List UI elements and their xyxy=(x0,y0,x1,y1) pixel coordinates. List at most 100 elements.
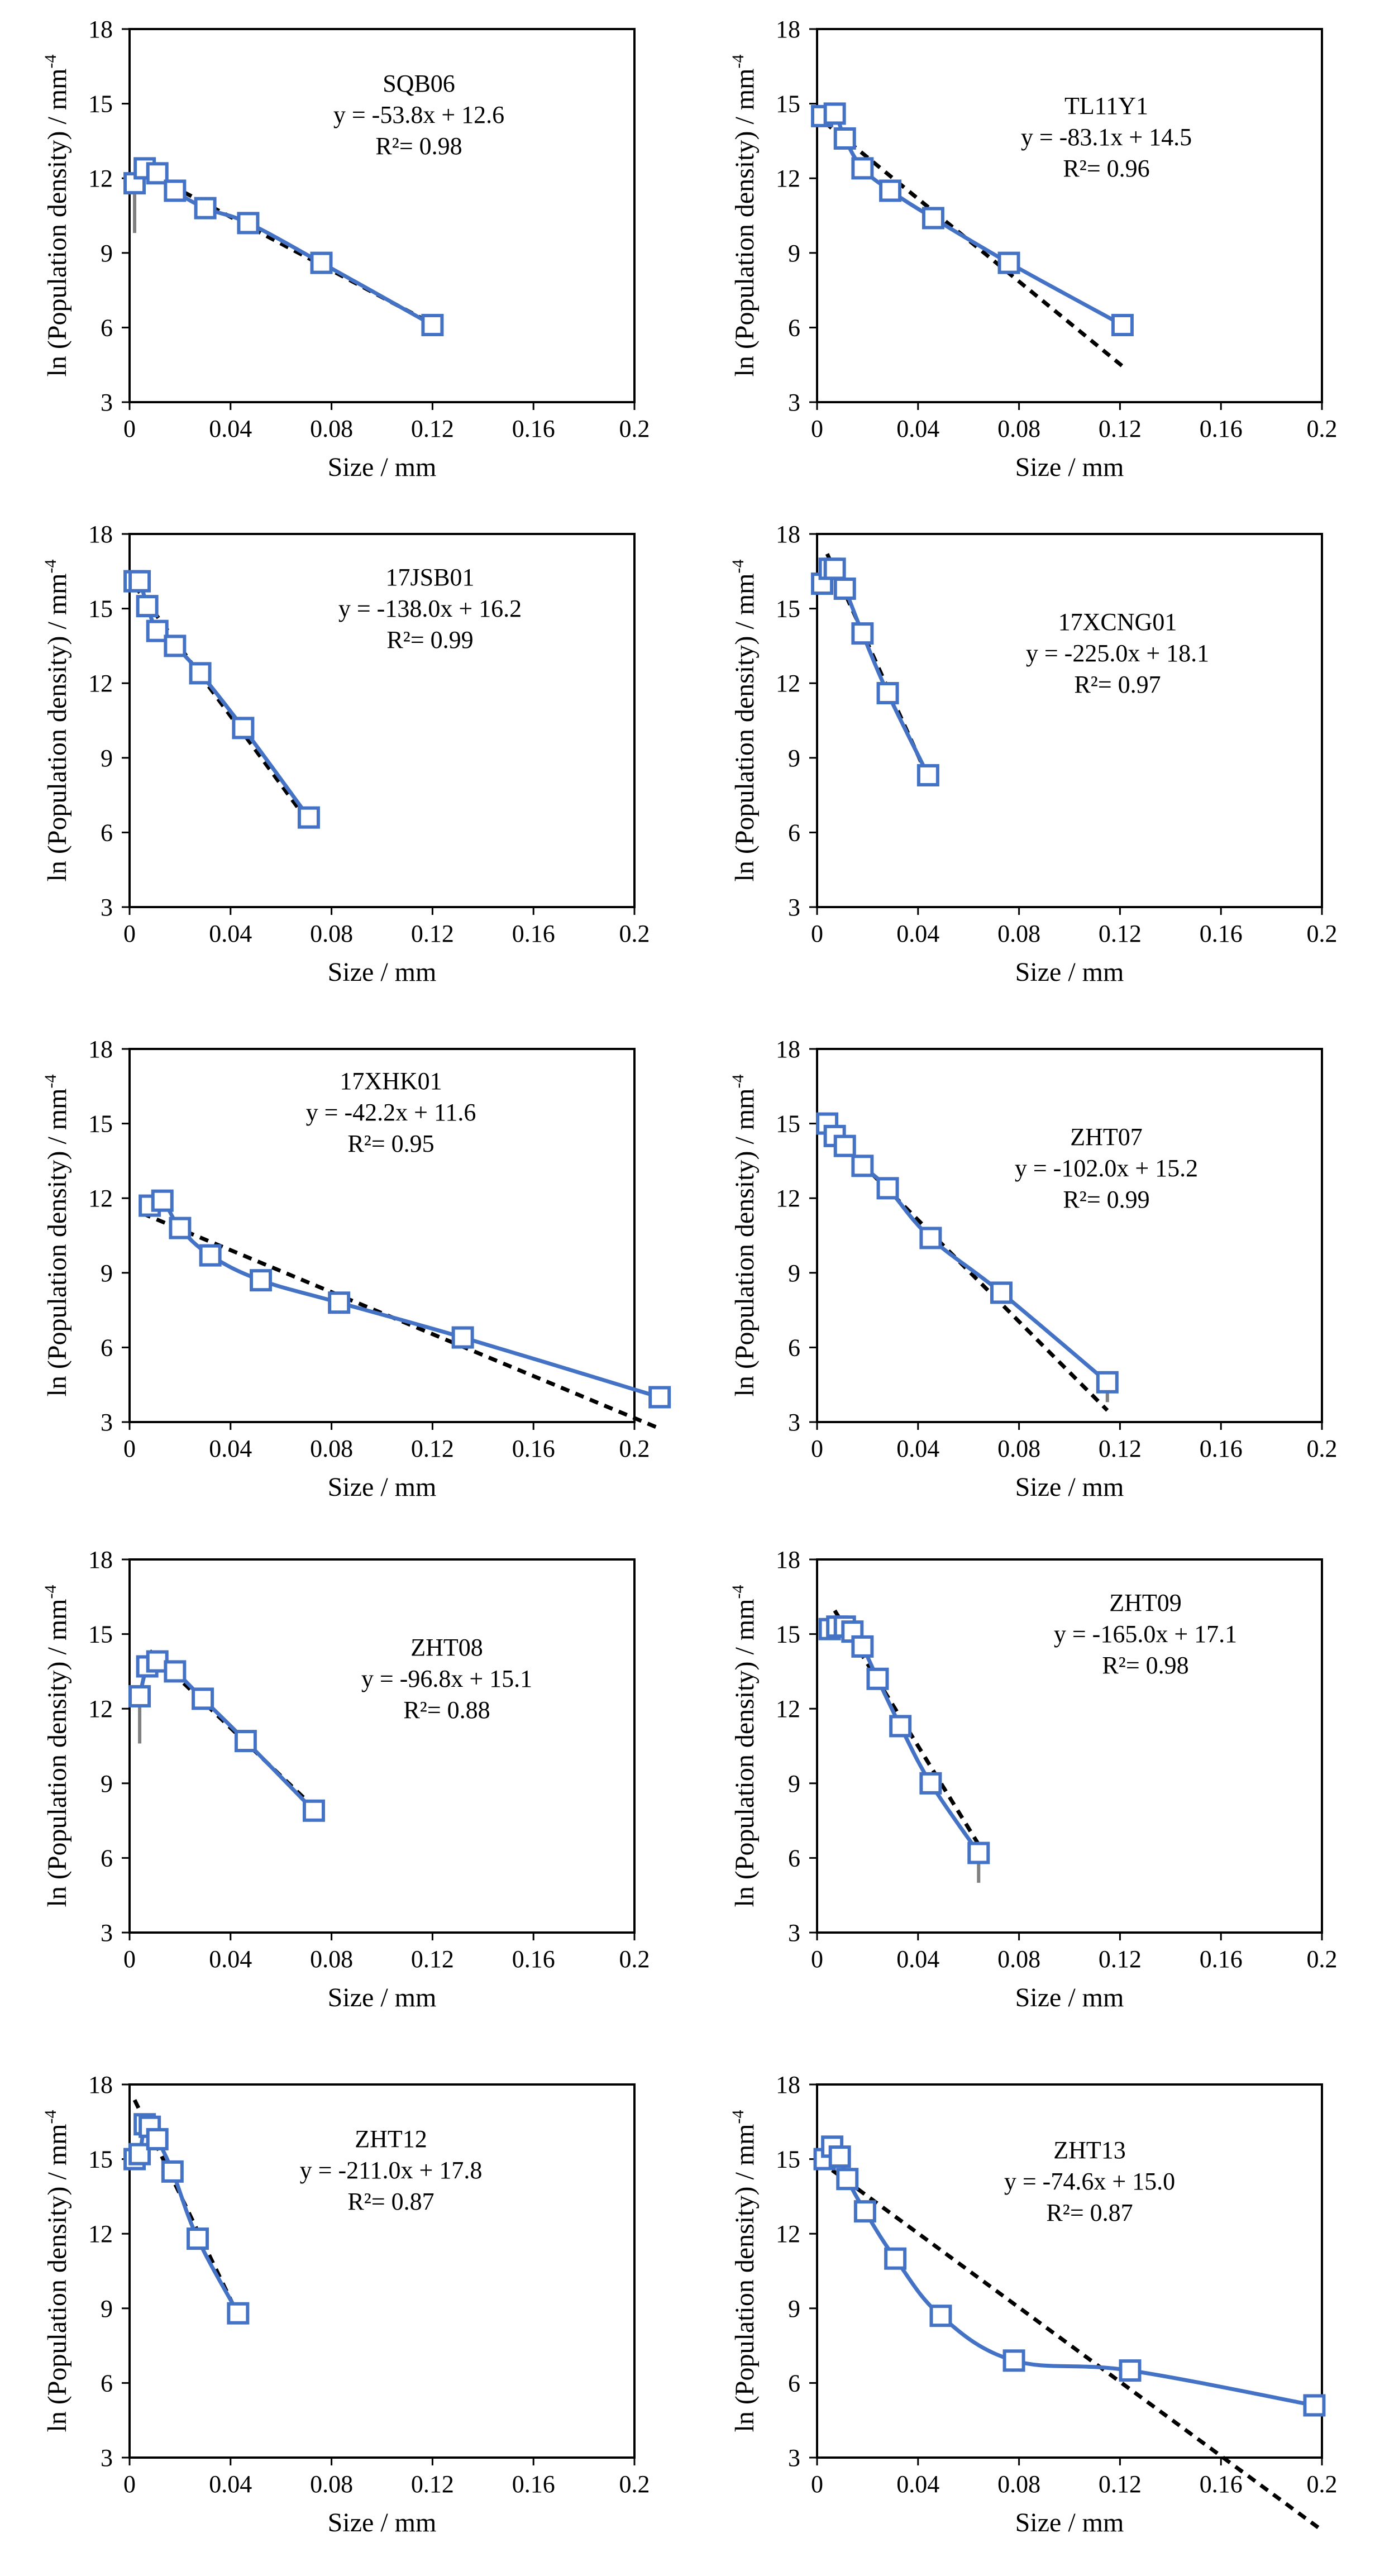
data-point xyxy=(823,102,846,125)
data-point xyxy=(833,1134,856,1157)
chart-annotation: ZHT07 y = -102.0x + 15.2 R²= 0.99 xyxy=(1015,1122,1198,1215)
x-tick-label: 0.2 xyxy=(1307,1945,1338,1973)
chart-panel-17XHK01: 3 6 9 12 15 18 0 0.04 0.08 0.12 0.16 0.2 Size / mm ln… xyxy=(0,1020,688,1511)
data-point xyxy=(302,1799,325,1822)
y-tick-label: 18 xyxy=(88,16,113,43)
y-tick-label: 18 xyxy=(776,16,800,43)
x-tick-label: 0 xyxy=(811,2470,823,2498)
y-tick-label: 18 xyxy=(88,1036,113,1063)
data-point xyxy=(922,207,944,230)
data-point xyxy=(232,717,255,740)
data-point xyxy=(234,1730,257,1753)
x-tick-label: 0.12 xyxy=(411,415,454,442)
y-tick-label: 6 xyxy=(788,1334,800,1361)
x-tick-label: 0.12 xyxy=(411,920,454,947)
y-tick-label: 12 xyxy=(776,2220,800,2248)
y-axis-label: ln (Population density) / mm-4 xyxy=(729,1075,760,1397)
x-tick-label: 0.04 xyxy=(896,1435,939,1462)
data-point xyxy=(187,2227,209,2250)
y-tick-label: 18 xyxy=(776,1036,800,1063)
x-tick-label: 0.04 xyxy=(896,2470,939,2498)
r-squared: R²= 0.98 xyxy=(1102,1652,1189,1679)
x-axis-label: Size / mm xyxy=(1015,2508,1124,2537)
r-squared: R²= 0.99 xyxy=(386,626,474,653)
x-tick-label: 0.04 xyxy=(209,1435,252,1462)
r-squared: R²= 0.98 xyxy=(375,132,462,160)
regression-equation: y = -225.0x + 18.1 xyxy=(1025,640,1210,667)
y-tick-label: 3 xyxy=(788,2444,800,2472)
y-tick-label: 3 xyxy=(788,1409,800,1436)
x-tick-label: 0.04 xyxy=(896,920,939,947)
y-tick-label: 15 xyxy=(88,1110,113,1138)
chart-panel-TL11Y1: 3 6 9 12 15 18 0 0.04 0.08 0.12 0.16 0.2 Size / mm ln… xyxy=(688,0,1375,492)
chart-svg: 3 6 9 12 15 18 0 0.04 0.08 0.12 0.16 0.2 Size / mm ln… xyxy=(729,1546,1338,2012)
y-tick-label: 18 xyxy=(776,2071,800,2098)
data-point xyxy=(128,570,151,593)
x-tick-label: 0.2 xyxy=(619,2470,650,2498)
data-point xyxy=(833,127,856,150)
chart-title: ZHT13 xyxy=(1053,2136,1126,2164)
data-point xyxy=(828,2145,851,2168)
x-axis-label: Size / mm xyxy=(1015,1983,1124,2012)
data-point xyxy=(879,179,902,202)
chart-annotation: ZHT08 y = -96.8x + 15.1 R²= 0.88 xyxy=(361,1632,532,1726)
r-squared: R²= 0.88 xyxy=(403,1696,490,1724)
data-point xyxy=(164,179,187,202)
x-tick-label: 0.12 xyxy=(1099,920,1142,947)
data-point xyxy=(833,577,856,600)
r-squared: R²= 0.97 xyxy=(1074,671,1161,698)
x-tick-label: 0.08 xyxy=(997,1945,1040,1973)
plot-frame xyxy=(816,1558,1323,1934)
y-tick-label: 12 xyxy=(88,670,113,697)
plot-frame xyxy=(128,28,636,403)
data-point xyxy=(328,1291,351,1314)
y-tick-label: 15 xyxy=(88,90,113,118)
y-tick-label: 12 xyxy=(88,165,113,192)
y-tick-label: 9 xyxy=(101,2295,113,2322)
regression-equation: y = -83.1x + 14.5 xyxy=(1020,123,1192,151)
x-tick-label: 0.04 xyxy=(209,920,252,947)
chart-svg: 3 6 9 12 15 18 0 0.04 0.08 0.12 0.16 0.2 Size / mm ln… xyxy=(41,1036,671,1502)
x-tick-label: 0 xyxy=(123,920,136,947)
chart-panel-ZHT08: 3 6 9 12 15 18 0 0.04 0.08 0.12 0.16 0.2 Size / mm ln… xyxy=(0,1530,688,2022)
x-tick-label: 0.16 xyxy=(1200,920,1243,947)
regression-equation: y = -165.0x + 17.1 xyxy=(1053,1620,1238,1648)
y-tick-label: 3 xyxy=(101,894,113,921)
x-tick-label: 0 xyxy=(811,415,823,442)
y-axis-label: ln (Population density) / mm-4 xyxy=(729,1585,760,1907)
y-tick-label: 3 xyxy=(788,1919,800,1947)
y-tick-label: 15 xyxy=(776,90,800,118)
x-tick-label: 0.2 xyxy=(1307,1435,1338,1462)
chart-svg: 3 6 9 12 15 18 0 0.04 0.08 0.12 0.16 0.2 Size / mm ln… xyxy=(41,16,650,482)
data-point xyxy=(227,2302,250,2325)
y-axis-label: ln (Population density) / mm-4 xyxy=(41,55,72,377)
y-tick-label: 6 xyxy=(101,819,113,846)
y-axis-label: ln (Population density) / mm-4 xyxy=(41,2110,72,2432)
x-tick-label: 0.08 xyxy=(997,1435,1040,1462)
x-tick-label: 0.12 xyxy=(411,1945,454,1973)
data-point xyxy=(164,635,187,657)
data-point xyxy=(876,1177,899,1200)
data-point xyxy=(451,1326,474,1349)
r-squared: R²= 0.87 xyxy=(347,2188,435,2215)
y-tick-label: 9 xyxy=(788,1260,800,1287)
data-point xyxy=(310,251,333,274)
x-tick-label: 0.2 xyxy=(1307,920,1338,947)
chart-panel-ZHT13: 3 6 9 12 15 18 0 0.04 0.08 0.12 0.16 0.2 Size / mm ln… xyxy=(688,2055,1375,2547)
data-point xyxy=(1096,1371,1119,1394)
regression-equation: y = -102.0x + 15.2 xyxy=(1014,1155,1199,1182)
data-point xyxy=(851,1155,874,1177)
y-tick-label: 9 xyxy=(788,2295,800,2322)
chart-title: ZHT08 xyxy=(410,1634,483,1661)
data-point xyxy=(884,2247,907,2270)
data-point xyxy=(194,197,217,220)
regression-equation: y = -74.6x + 15.0 xyxy=(1004,2168,1176,2195)
data-point xyxy=(851,157,874,180)
y-tick-label: 18 xyxy=(88,521,113,548)
data-point xyxy=(146,619,169,642)
chart-title: 17JSB01 xyxy=(385,564,475,591)
chart-annotation: SQB06 y = -53.8x + 12.6 R²= 0.98 xyxy=(333,68,504,162)
x-tick-label: 0.12 xyxy=(1099,1435,1142,1462)
x-axis-label: Size / mm xyxy=(1015,957,1124,987)
y-tick-label: 3 xyxy=(101,1919,113,1947)
